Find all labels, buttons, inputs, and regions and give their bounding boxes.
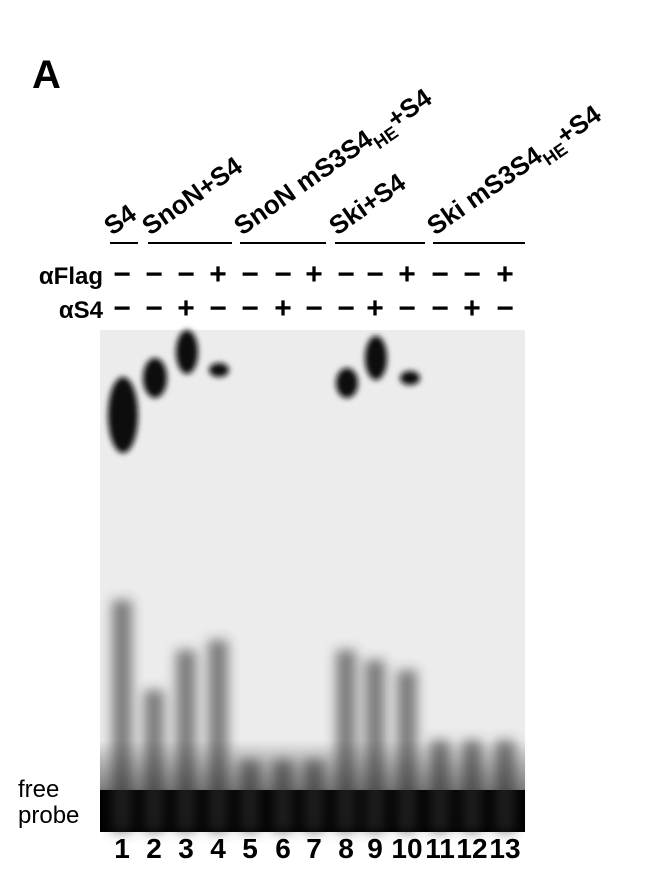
group-label: Ski+S4 bbox=[323, 167, 411, 241]
treatment-sign: − bbox=[431, 292, 449, 325]
row-label: αS4 bbox=[59, 297, 104, 324]
gel bbox=[100, 330, 525, 832]
lane-number: 1 bbox=[114, 833, 130, 864]
treatment-sign: − bbox=[274, 258, 292, 291]
lane-number: 7 bbox=[306, 833, 322, 864]
treatment-sign: − bbox=[496, 292, 514, 325]
treatment-sign: + bbox=[463, 292, 481, 325]
treatment-sign: − bbox=[305, 292, 323, 325]
treatment-sign: − bbox=[463, 258, 481, 291]
treatment-sign: − bbox=[145, 292, 163, 325]
treatment-sign: + bbox=[398, 258, 416, 291]
treatment-sign: + bbox=[274, 292, 292, 325]
treatment-sign: + bbox=[177, 292, 195, 325]
group-text: SnoN+S4 bbox=[136, 150, 248, 241]
treatment-sign: − bbox=[431, 258, 449, 291]
lane-number: 4 bbox=[210, 833, 226, 864]
treatment-sign: − bbox=[398, 292, 416, 325]
group-label: SnoN+S4 bbox=[136, 150, 248, 241]
lane-smear bbox=[397, 670, 417, 832]
shifted-bands bbox=[108, 330, 420, 453]
treatment-sign: − bbox=[337, 258, 355, 291]
treatment-sign: − bbox=[337, 292, 355, 325]
lane-smear bbox=[176, 650, 196, 832]
lane-number: 8 bbox=[338, 833, 354, 864]
lane-number: 10 bbox=[391, 833, 422, 864]
lane-number: 12 bbox=[456, 833, 487, 864]
group-text: Ski+S4 bbox=[323, 167, 411, 241]
treatment-sign: − bbox=[241, 258, 259, 291]
treatment-sign: + bbox=[496, 258, 514, 291]
treatment-sign: − bbox=[177, 258, 195, 291]
treatment-sign: − bbox=[209, 292, 227, 325]
lane-number: 5 bbox=[242, 833, 258, 864]
lane-number: 6 bbox=[275, 833, 291, 864]
lane-number: 3 bbox=[178, 833, 194, 864]
free-probe-label: free bbox=[18, 776, 59, 803]
group-label: S4 bbox=[98, 198, 142, 241]
group-label: Ski mS3S4HE+S4 bbox=[421, 98, 610, 245]
lane-smear bbox=[462, 740, 482, 832]
lane-number: 13 bbox=[489, 833, 520, 864]
lane-smears bbox=[112, 600, 515, 832]
row-label: αFlag bbox=[39, 263, 103, 290]
treatment-sign: + bbox=[209, 258, 227, 291]
lane-smear bbox=[112, 600, 132, 832]
lane-number: 9 bbox=[367, 833, 383, 864]
treatment-sign: − bbox=[145, 258, 163, 291]
free-probe-label: probe bbox=[18, 802, 79, 829]
lane-smear bbox=[365, 660, 385, 832]
treatment-sign: + bbox=[305, 258, 323, 291]
group-text: Ski mS3S4 bbox=[421, 140, 548, 241]
lane-smear bbox=[304, 760, 324, 832]
treatment-sign: − bbox=[366, 258, 384, 291]
lane-smear bbox=[208, 640, 228, 832]
lane-smear bbox=[495, 740, 515, 832]
lane-smear bbox=[273, 760, 293, 832]
lane-smear bbox=[240, 760, 260, 832]
lane-number: 2 bbox=[146, 833, 162, 864]
treatment-sign: − bbox=[241, 292, 259, 325]
lane-smear bbox=[430, 740, 450, 832]
lane-number: 11 bbox=[425, 833, 455, 864]
treatment-sign: + bbox=[366, 292, 384, 325]
treatment-sign: − bbox=[113, 292, 131, 325]
lane-smear bbox=[336, 650, 356, 832]
lane-smear bbox=[144, 690, 164, 832]
treatment-sign: − bbox=[113, 258, 131, 291]
panel-label: A bbox=[32, 53, 61, 97]
group-text: S4 bbox=[98, 198, 142, 241]
